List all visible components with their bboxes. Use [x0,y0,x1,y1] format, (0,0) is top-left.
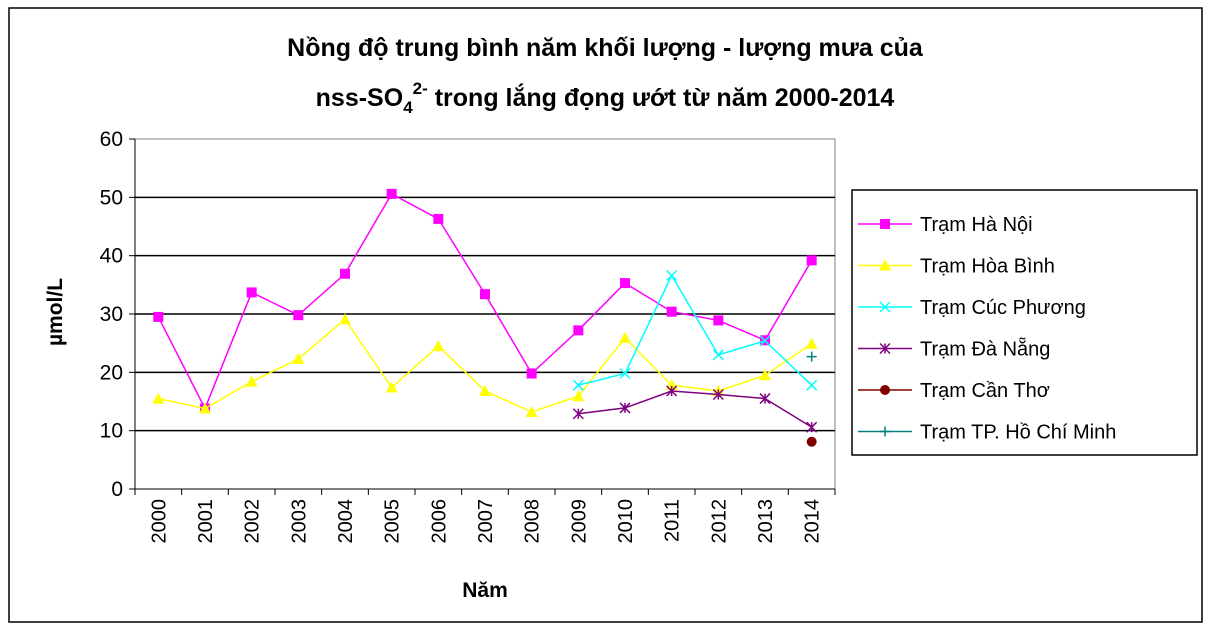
y-tick-label: 0 [111,478,123,501]
marker [805,337,818,349]
x-tick-label: 2002 [242,499,264,544]
legend-label: Trạm TP. Hồ Chí Minh [920,422,1116,444]
marker [573,325,584,336]
marker [619,331,631,343]
marker [759,393,771,405]
marker [806,255,817,266]
x-tick-label: 2001 [195,499,217,544]
legend-marker [879,301,891,313]
marker [432,340,445,352]
legend-label: Trạm Hòa Bình [920,256,1055,278]
y-tick-label: 30 [100,303,123,326]
marker [666,306,677,317]
legend-label: Trạm Hà Nội [920,214,1033,236]
marker [806,351,817,362]
marker [712,349,724,361]
marker [525,406,538,417]
y-tick-label: 50 [100,186,123,209]
x-tick-label: 2006 [428,499,450,544]
chart-title: nss-SO42- trong lắng đọng ướt từ năm 200… [316,79,895,117]
legend-marker [879,259,891,271]
marker [152,392,165,404]
x-tick-label: 2003 [288,499,310,544]
marker [712,388,724,401]
marker [339,313,351,325]
legend-marker [880,219,890,229]
marker [806,421,818,433]
marker [572,390,585,402]
marker [666,269,678,282]
x-tick-label: 2009 [568,499,590,544]
x-tick-label: 2008 [522,499,544,544]
marker [806,436,817,447]
y-tick-label: 10 [100,420,123,443]
marker [759,369,771,381]
x-tick-label: 2011 [662,499,684,542]
marker [806,379,818,391]
y-tick-label: 60 [100,128,123,151]
title-part: nss-SO [316,84,404,112]
x-tick-label: 2007 [475,499,497,544]
x-tick-label: 2013 [755,499,777,544]
chart-title: Nồng độ trung bình năm khối lượng - lượn… [287,34,924,62]
legend-label: Trạm Cần Thơ [920,380,1050,402]
title-part: trong lắng đọng ướt từ năm 2000-2014 [428,82,895,112]
x-tick-label: 2012 [708,499,730,544]
marker [480,289,490,300]
x-axis-label: Năm [462,579,508,602]
y-tick-label: 40 [100,245,123,268]
legend-marker [880,426,890,437]
title-line: Nồng độ trung bình năm khối lượng - lượn… [287,34,924,62]
x-tick-label: 2010 [615,499,637,544]
marker [386,188,397,199]
marker [759,335,771,347]
marker [199,402,211,414]
marker [619,402,631,414]
marker [713,315,724,326]
x-tick-label: 2014 [802,499,824,544]
x-tick-label: 2004 [335,499,357,544]
marker [292,352,305,364]
legend-box [851,189,1198,456]
marker [245,375,258,387]
series-line [578,273,813,386]
legend-label: Trạm Cúc Phương [920,297,1086,319]
marker [293,310,304,321]
marker [526,368,537,379]
y-axis-label: µmol/L [44,278,67,346]
marker [385,381,398,393]
marker [340,268,350,279]
marker [572,379,584,391]
marker [619,367,631,380]
legend-marker [879,342,891,355]
y-tick-label: 20 [100,361,123,384]
title-superscript: 2- [413,79,428,98]
marker [620,278,630,289]
marker [153,311,164,322]
marker [246,287,257,298]
marker [479,385,491,396]
series-line [578,390,813,428]
title-subscript: 4 [403,98,413,117]
legend-label: Trạm Đà Nẵng [920,338,1050,361]
x-tick-label: 2000 [148,499,170,544]
legend-marker [880,385,890,395]
marker [666,385,678,397]
marker [572,408,584,420]
marker [433,213,444,224]
x-tick-label: 2005 [382,499,404,544]
